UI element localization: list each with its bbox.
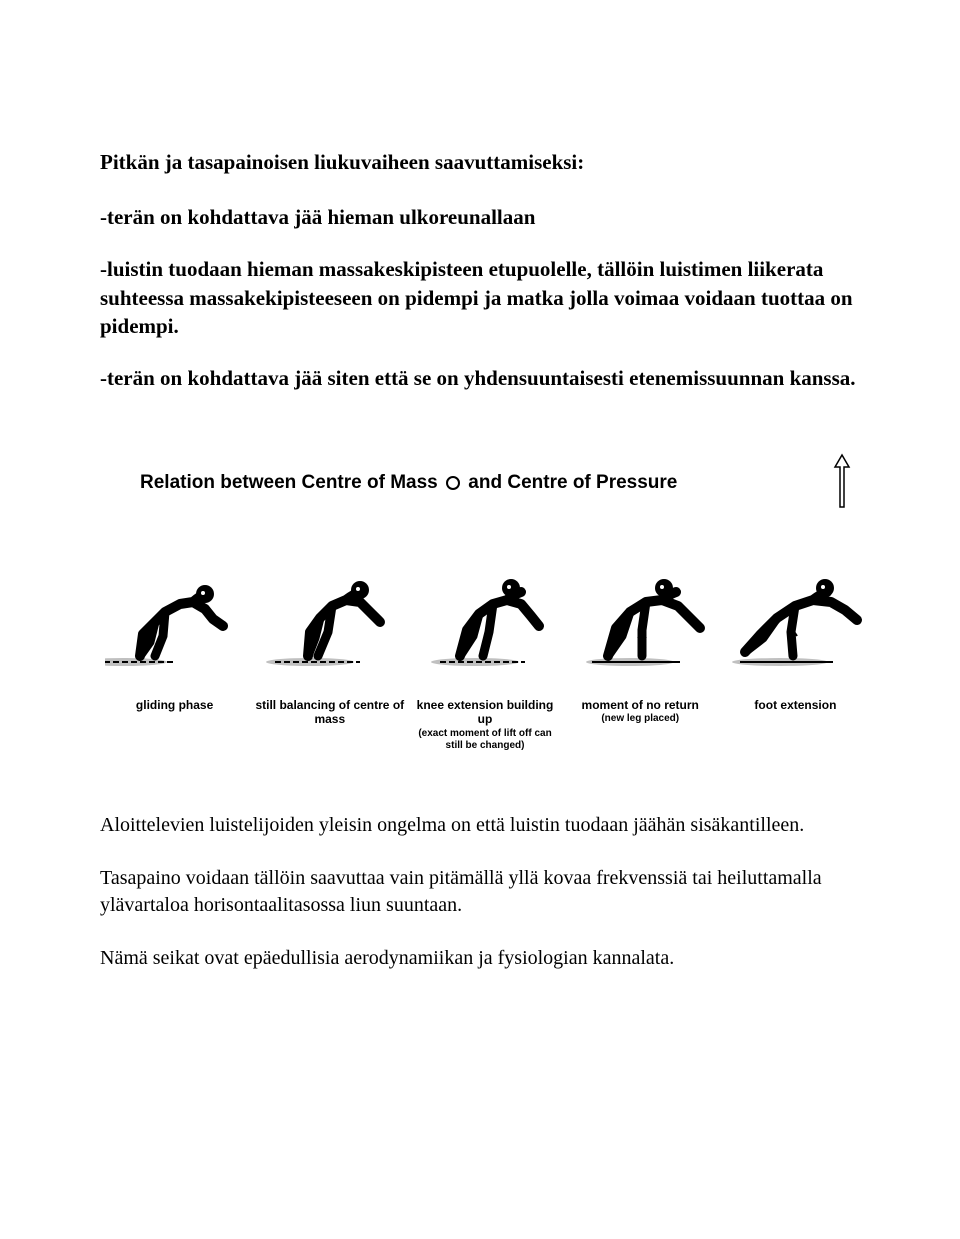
bullet-3: -terän on kohdattava jää siten että se o… — [100, 364, 870, 392]
paragraph-2: Tasapaino voidaan tällöin saavuttaa vain… — [100, 865, 870, 919]
label-sub: (exact moment of lift off can still be c… — [410, 728, 559, 752]
bullet-2: -luistin tuodaan hieman massakeskipistee… — [100, 255, 870, 340]
bullet-1: -terän on kohdattava jää hieman ulkoreun… — [100, 203, 870, 231]
paragraph-3: Nämä seikat ovat epäedullisia aerodynami… — [100, 945, 870, 972]
diagram-title-prefix: Relation between Centre of Mass — [140, 472, 438, 493]
label-main: foot extension — [721, 698, 870, 712]
label-main: gliding phase — [100, 698, 249, 712]
label-main: still balancing of centre of mass — [255, 698, 404, 727]
centre-of-mass-icon — [446, 476, 460, 490]
skater-figures-row — [100, 574, 870, 674]
paragraph-1: Aloittelevien luistelijoiden yleisin ong… — [100, 812, 870, 839]
skater-gliding — [100, 574, 249, 674]
label-balancing: still balancing of centre of mass — [255, 698, 404, 752]
skater-no-return — [566, 574, 715, 674]
label-footext: foot extension — [721, 698, 870, 752]
document-page: Pitkän ja tasapainoisen liukuvaiheen saa… — [0, 0, 960, 1058]
diagram-section: Relation between Centre of Mass and Cent… — [100, 453, 870, 752]
skater-foot-extension — [721, 574, 870, 674]
label-knee: knee extension building up (exact moment… — [410, 698, 559, 752]
label-gliding: gliding phase — [100, 698, 249, 752]
label-sub: (new leg placed) — [566, 713, 715, 725]
label-main: moment of no return — [566, 698, 715, 712]
diagram-title-suffix: and Centre of Pressure — [468, 472, 677, 493]
skater-knee-extension — [410, 574, 559, 674]
heading: Pitkän ja tasapainoisen liukuvaiheen saa… — [100, 150, 870, 175]
diagram-title-row: Relation between Centre of Mass and Cent… — [100, 453, 870, 514]
label-noreturn: moment of no return (new leg placed) — [566, 698, 715, 752]
skater-balancing — [255, 574, 404, 674]
label-main: knee extension building up — [410, 698, 559, 727]
diagram-title: Relation between Centre of Mass and Cent… — [100, 472, 822, 494]
pressure-arrow-icon — [832, 453, 852, 514]
diagram-labels-row: gliding phase still balancing of centre … — [100, 698, 870, 752]
